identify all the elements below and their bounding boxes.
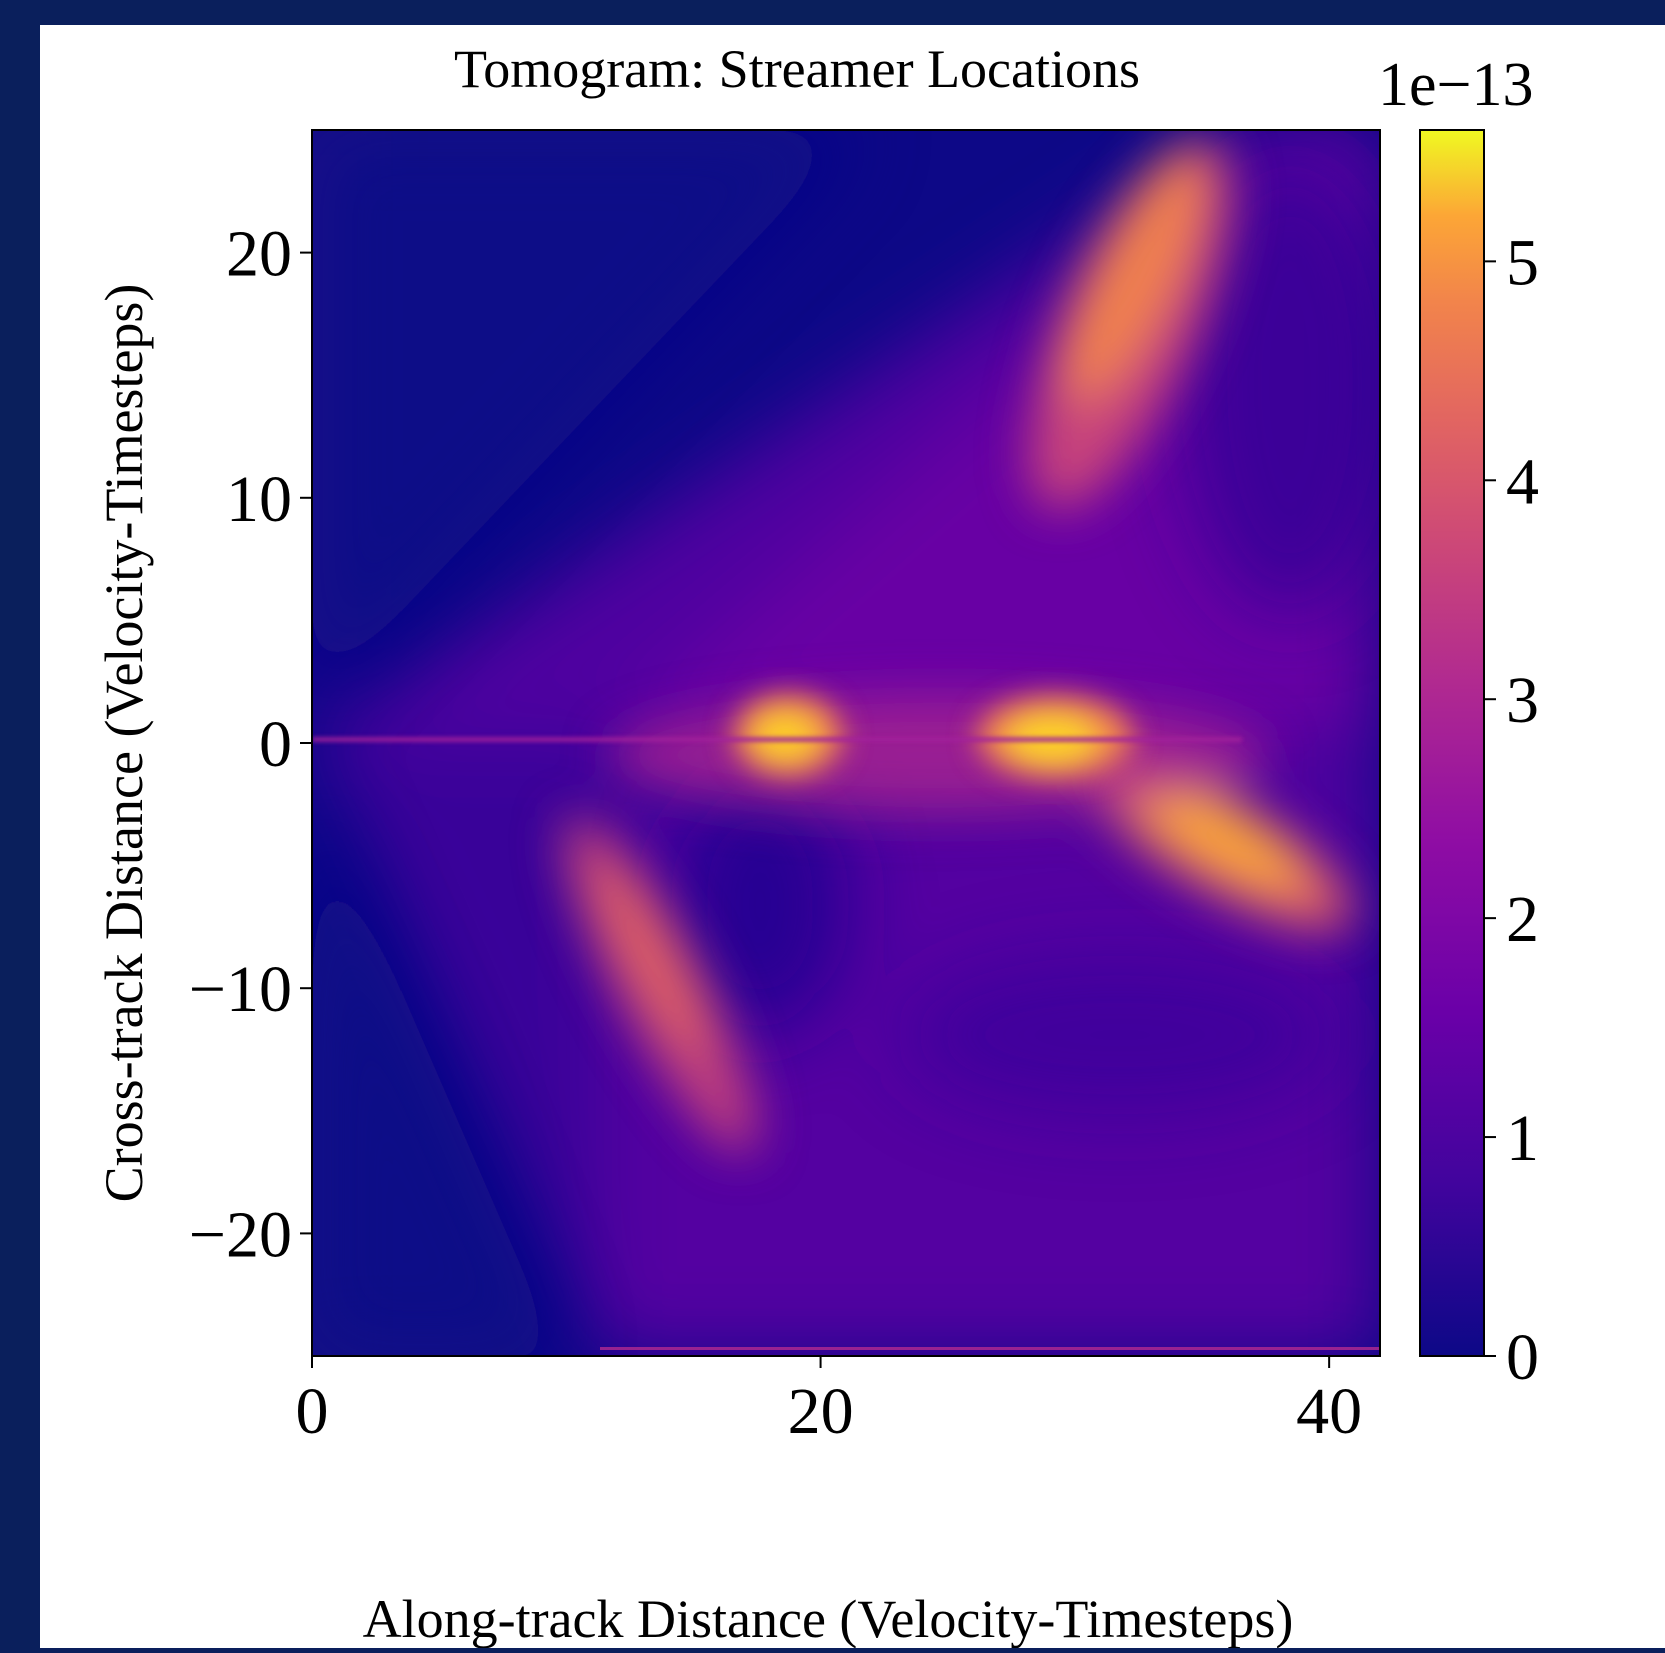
colorbar-tick-label: 1	[1506, 1102, 1539, 1175]
heatmap-bottom-line	[600, 1347, 1380, 1350]
colorbar-ticks: 0 1 2 3 4 5	[1484, 226, 1539, 1394]
heatmap-dark-valleys	[312, 130, 1380, 1356]
colorbar-tick-label: 0	[1506, 1321, 1539, 1394]
colorbar-tick-label: 4	[1506, 445, 1539, 518]
y-tick-label: −10	[189, 953, 292, 1026]
y-tick-label: −20	[189, 1198, 292, 1271]
x-axis-ticks: 0 20 40	[296, 1356, 1362, 1448]
y-tick-label: 20	[226, 218, 292, 291]
y-tick-label: 10	[226, 463, 292, 536]
y-axis-label: Cross-track Distance (Velocity-Timesteps…	[94, 284, 154, 1203]
colorbar-tick-label: 2	[1506, 883, 1539, 956]
y-axis-ticks: −20 −10 0 10 20	[189, 218, 312, 1271]
colorbar	[1419, 129, 1485, 1357]
x-tick-label: 40	[1296, 1375, 1362, 1448]
colorbar-tick-label: 3	[1506, 664, 1539, 737]
colorbar-tick-label: 5	[1506, 226, 1539, 299]
y-tick-label: 0	[259, 708, 292, 781]
colorbar-offset-text: 1e−13	[1378, 51, 1533, 119]
chart-title: Tomogram: Streamer Locations	[454, 39, 1140, 99]
heatmap-image	[312, 130, 1380, 1356]
figure-panel: Tomogram: Streamer Locations	[40, 25, 1665, 1649]
x-axis-label: Along-track Distance (Velocity-Timesteps…	[363, 1589, 1294, 1648]
x-tick-label: 20	[788, 1375, 854, 1448]
heatmap-zero-line	[312, 737, 1242, 742]
x-tick-label: 0	[296, 1375, 329, 1448]
tomogram-figure: Tomogram: Streamer Locations	[94, 39, 1539, 1649]
